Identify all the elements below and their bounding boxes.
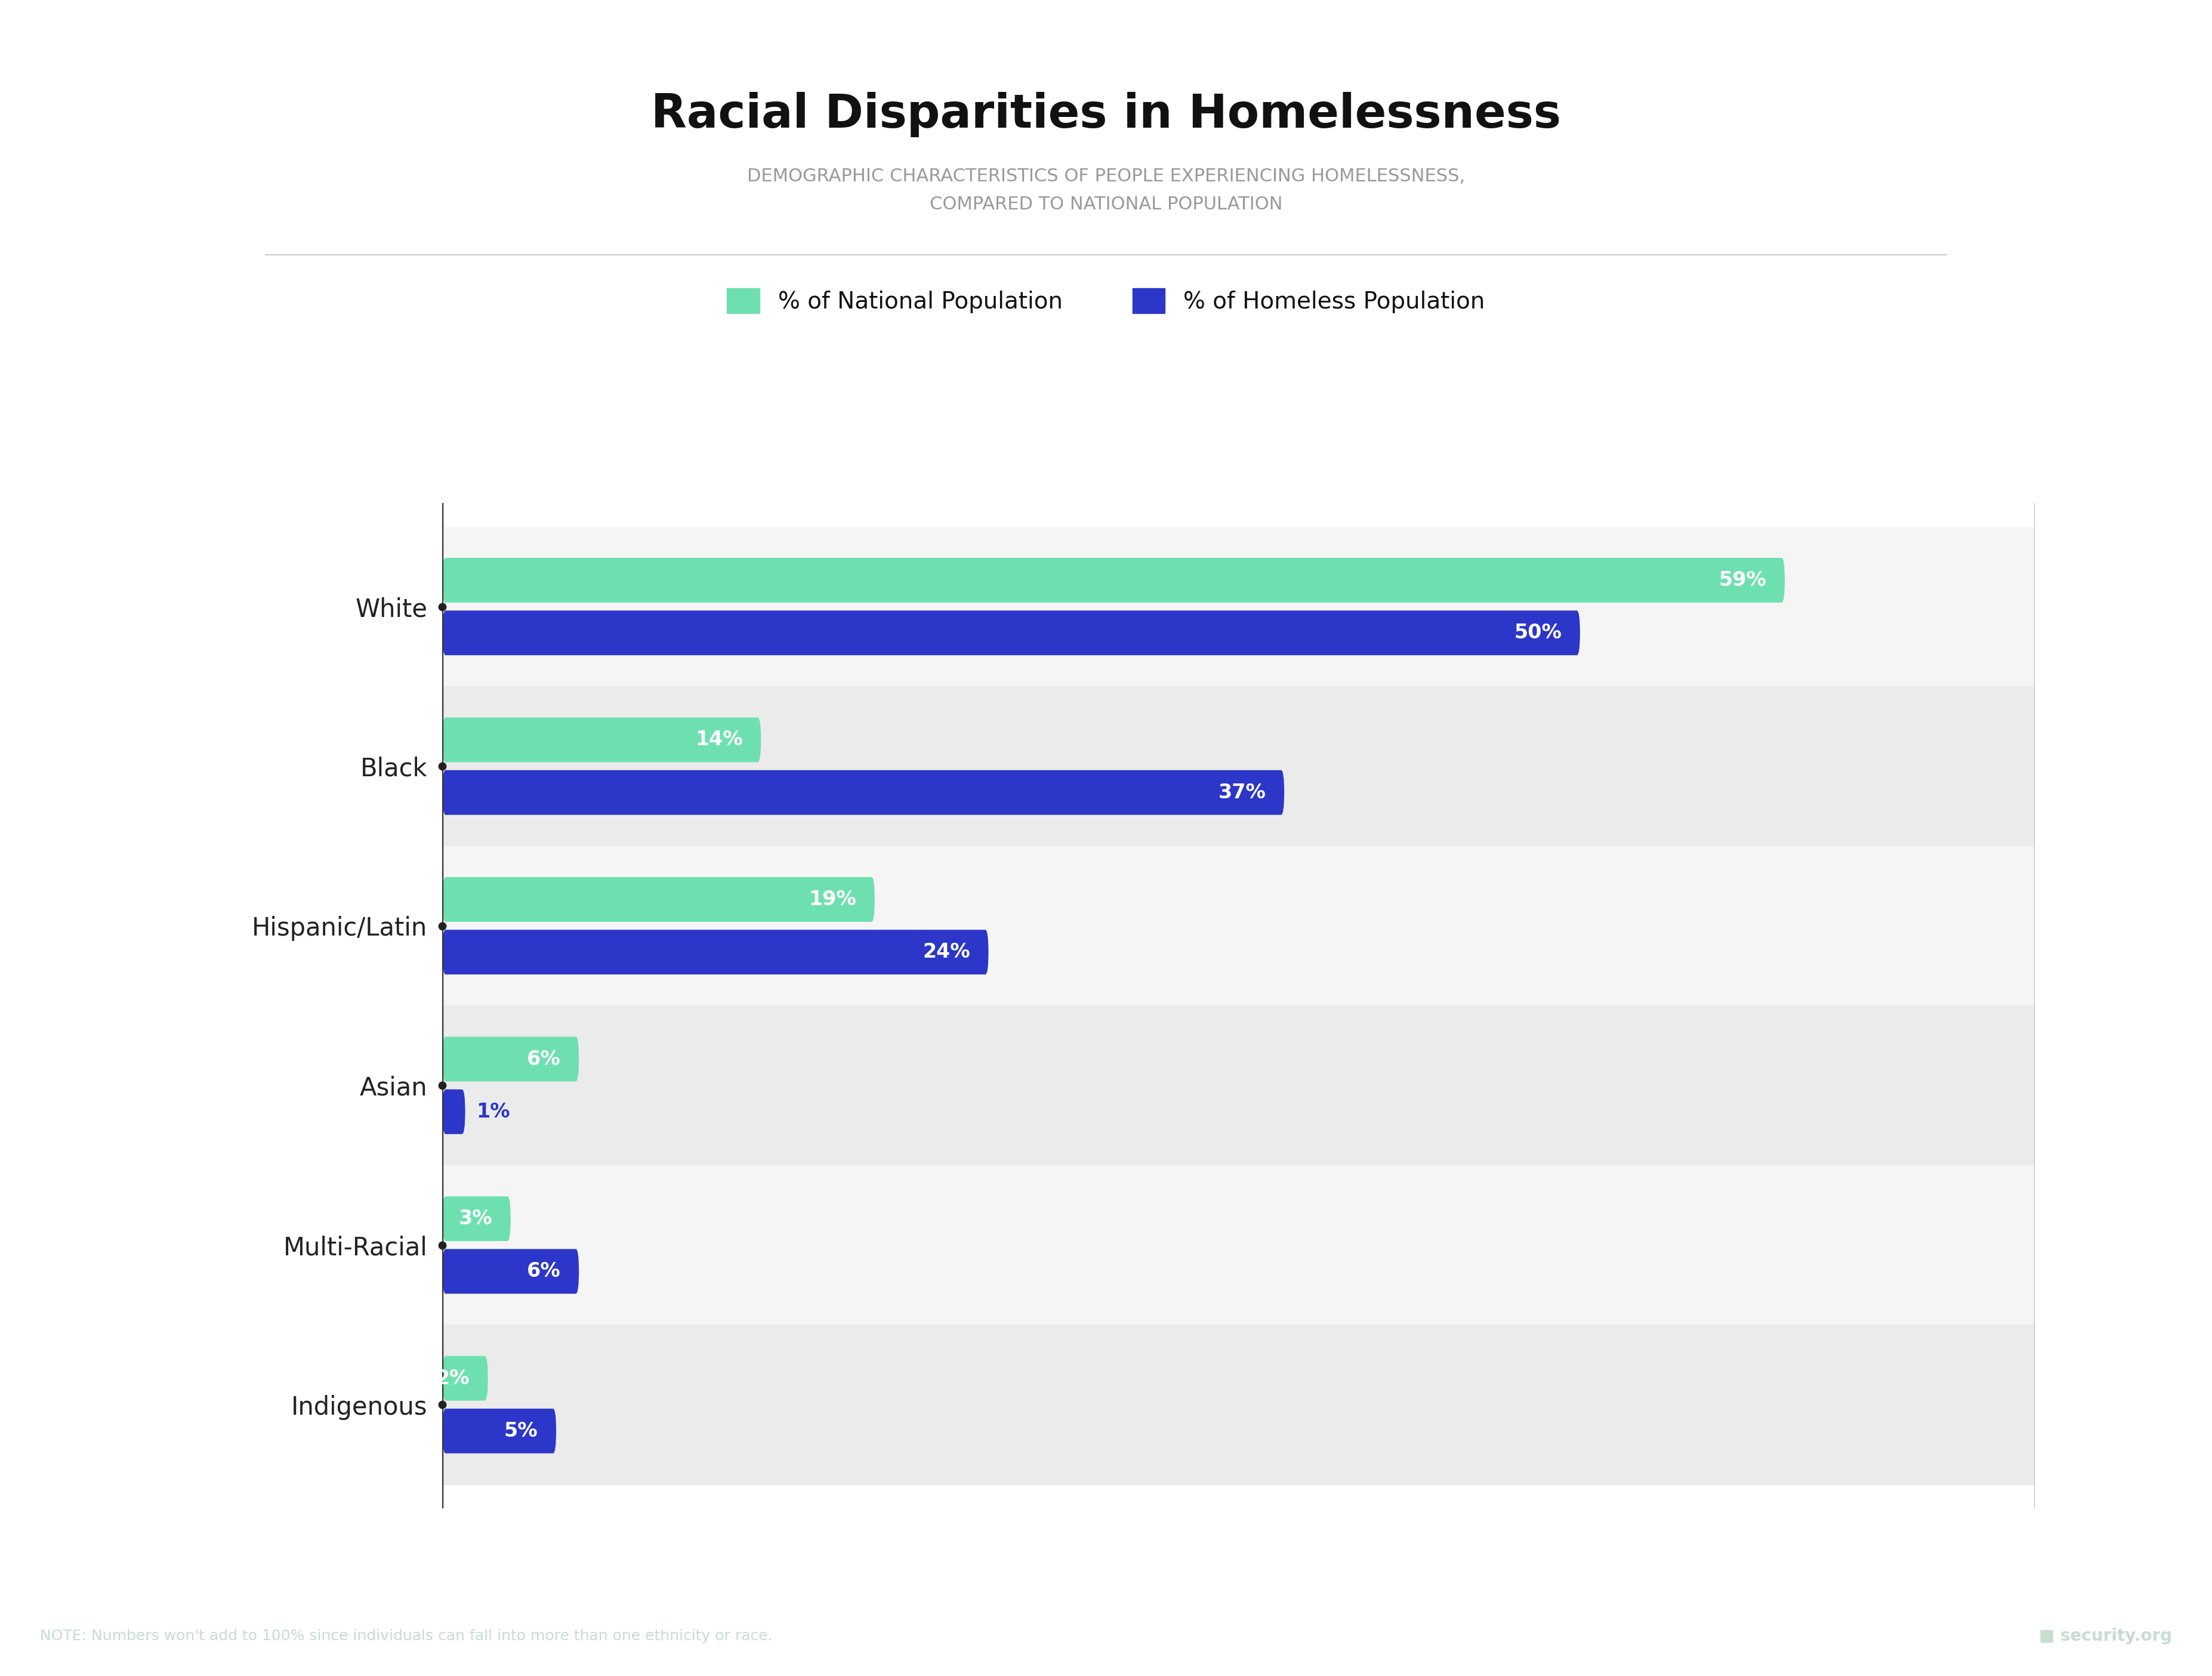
Bar	[442, 1006, 2035, 1165]
Text: 14%: 14%	[695, 731, 743, 749]
Text: 5%: 5%	[504, 1421, 538, 1441]
Bar	[442, 1324, 2035, 1485]
Bar	[442, 1165, 2035, 1324]
FancyBboxPatch shape	[442, 1249, 580, 1294]
Text: 2%: 2%	[436, 1369, 469, 1388]
Text: Racial Disparities in Homelessness: Racial Disparities in Homelessness	[650, 92, 1562, 137]
FancyBboxPatch shape	[442, 771, 1285, 815]
Legend: % of National Population, % of Homeless Population: % of National Population, % of Homeless …	[728, 288, 1484, 313]
Text: 19%: 19%	[810, 890, 856, 910]
Text: 50%: 50%	[1515, 623, 1562, 642]
FancyBboxPatch shape	[442, 1356, 489, 1401]
Text: 59%: 59%	[1719, 570, 1767, 590]
Text: 37%: 37%	[1219, 783, 1265, 803]
Text: 3%: 3%	[458, 1208, 493, 1229]
Bar	[442, 846, 2035, 1006]
Text: ■ security.org: ■ security.org	[2039, 1627, 2172, 1644]
FancyBboxPatch shape	[442, 717, 761, 763]
Text: NOTE: Numbers won't add to 100% since individuals can fall into more than one et: NOTE: Numbers won't add to 100% since in…	[40, 1629, 772, 1642]
FancyBboxPatch shape	[442, 877, 874, 922]
FancyBboxPatch shape	[442, 558, 1785, 603]
Text: 24%: 24%	[922, 942, 971, 962]
FancyBboxPatch shape	[442, 1197, 511, 1240]
FancyBboxPatch shape	[442, 1037, 580, 1081]
Text: 1%: 1%	[476, 1101, 511, 1121]
Text: DEMOGRAPHIC CHARACTERISTICS OF PEOPLE EXPERIENCING HOMELESSNESS,
COMPARED TO NAT: DEMOGRAPHIC CHARACTERISTICS OF PEOPLE EX…	[748, 168, 1464, 213]
FancyBboxPatch shape	[442, 1408, 555, 1453]
FancyBboxPatch shape	[442, 1089, 465, 1135]
Text: 6%: 6%	[526, 1262, 560, 1280]
FancyBboxPatch shape	[442, 610, 1579, 655]
Text: 6%: 6%	[526, 1049, 560, 1069]
Bar	[442, 526, 2035, 687]
FancyBboxPatch shape	[442, 930, 989, 974]
Bar	[442, 687, 2035, 846]
